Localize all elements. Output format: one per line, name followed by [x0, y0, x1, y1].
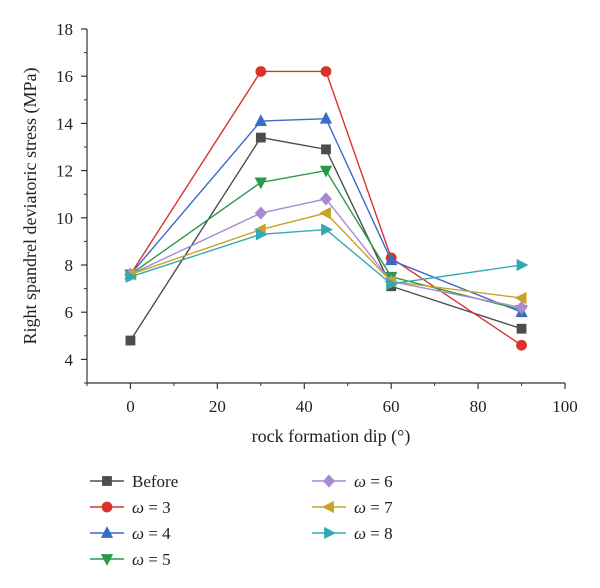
data-point: [319, 165, 333, 178]
y-tick-label: 18: [56, 20, 73, 39]
legend-marker: [324, 526, 336, 540]
axes: 0 20 40 60 80 100 4 6 8 10 12 14 16 18: [56, 20, 578, 416]
legend-marker: [322, 500, 334, 514]
x-tick-label: 40: [296, 397, 313, 416]
legend-marker: [100, 554, 114, 566]
data-point: [321, 223, 333, 236]
x-tick-label: 60: [383, 397, 400, 416]
y-tick-label: 10: [56, 209, 73, 228]
legend-marker: [100, 526, 114, 538]
legend-label-symbol: ω: [354, 524, 366, 543]
series-1: [125, 66, 527, 351]
legend-item-5: ω = 7: [312, 498, 393, 517]
legend-marker: [102, 476, 112, 486]
legend-label: ω = 7: [354, 498, 393, 517]
y-tick-label: 14: [56, 114, 74, 133]
y-tick-label: 8: [65, 256, 74, 275]
x-tick-label: 80: [470, 397, 487, 416]
data-point: [255, 132, 266, 143]
data-point: [319, 192, 333, 206]
data-point: [514, 291, 527, 305]
data-point: [319, 206, 331, 220]
data-point: [516, 323, 527, 334]
x-tick-label: 100: [552, 397, 578, 416]
x-tick-label: 20: [209, 397, 226, 416]
legend-label: ω = 6: [354, 472, 393, 491]
legend-item-2: ω = 4: [90, 524, 171, 543]
legend-item-4: ω = 6: [312, 472, 393, 491]
legend-marker: [101, 501, 113, 513]
legend-label: ω = 4: [132, 524, 171, 543]
data-point: [516, 339, 527, 351]
data-point: [515, 300, 528, 315]
legend-marker: [322, 474, 336, 488]
data-point: [255, 66, 267, 77]
x-axis-title: rock formation dip (°): [252, 426, 411, 447]
data-point: [319, 111, 333, 124]
series-layer: [123, 66, 529, 351]
data-point: [254, 114, 267, 126]
y-tick-label: 12: [56, 162, 73, 181]
data-point: [255, 228, 268, 241]
legend-item-1: ω = 3: [90, 498, 171, 517]
legend-item-3: ω = 5: [90, 550, 171, 569]
data-point: [125, 270, 138, 283]
y-tick-label: 6: [65, 303, 74, 322]
series-0: [125, 132, 527, 346]
legend-label: ω = 5: [132, 550, 171, 569]
data-point: [320, 66, 332, 77]
y-tick-label: 16: [56, 67, 73, 86]
legend-label-value: = 3: [144, 498, 171, 517]
legend-label-symbol: ω: [354, 472, 366, 491]
data-point: [385, 253, 398, 266]
legend-label-symbol: ω: [132, 524, 144, 543]
data-point: [254, 206, 267, 220]
legend-label-value: = 6: [366, 472, 393, 491]
series-6: [125, 223, 529, 291]
legend-label-value: = 8: [366, 524, 393, 543]
legend-item-0: Before: [90, 472, 178, 491]
legend-label-symbol: ω: [354, 498, 366, 517]
legend-label-symbol: ω: [132, 498, 144, 517]
legend-label-value: = 5: [144, 550, 171, 569]
data-point: [321, 144, 331, 155]
legend-label: ω = 8: [354, 524, 393, 543]
legend-label-symbol: ω: [132, 550, 144, 569]
y-tick-label: 4: [65, 350, 74, 369]
legend-item-6: ω = 8: [312, 524, 393, 543]
y-axis-title: Right spandrel deviatoric stress (MPa): [20, 68, 41, 345]
series-line: [130, 212, 522, 299]
series-5: [123, 206, 527, 305]
data-point: [516, 258, 529, 272]
data-point: [386, 277, 399, 291]
legend-label: Before: [132, 472, 178, 491]
series-line: [130, 228, 522, 285]
legend-label-value: = 7: [366, 498, 393, 517]
legend-label-value: = 4: [144, 524, 171, 543]
legend-label: ω = 3: [132, 498, 171, 517]
x-tick-label: 0: [126, 397, 135, 416]
data-point: [125, 335, 136, 346]
data-point: [254, 177, 267, 190]
